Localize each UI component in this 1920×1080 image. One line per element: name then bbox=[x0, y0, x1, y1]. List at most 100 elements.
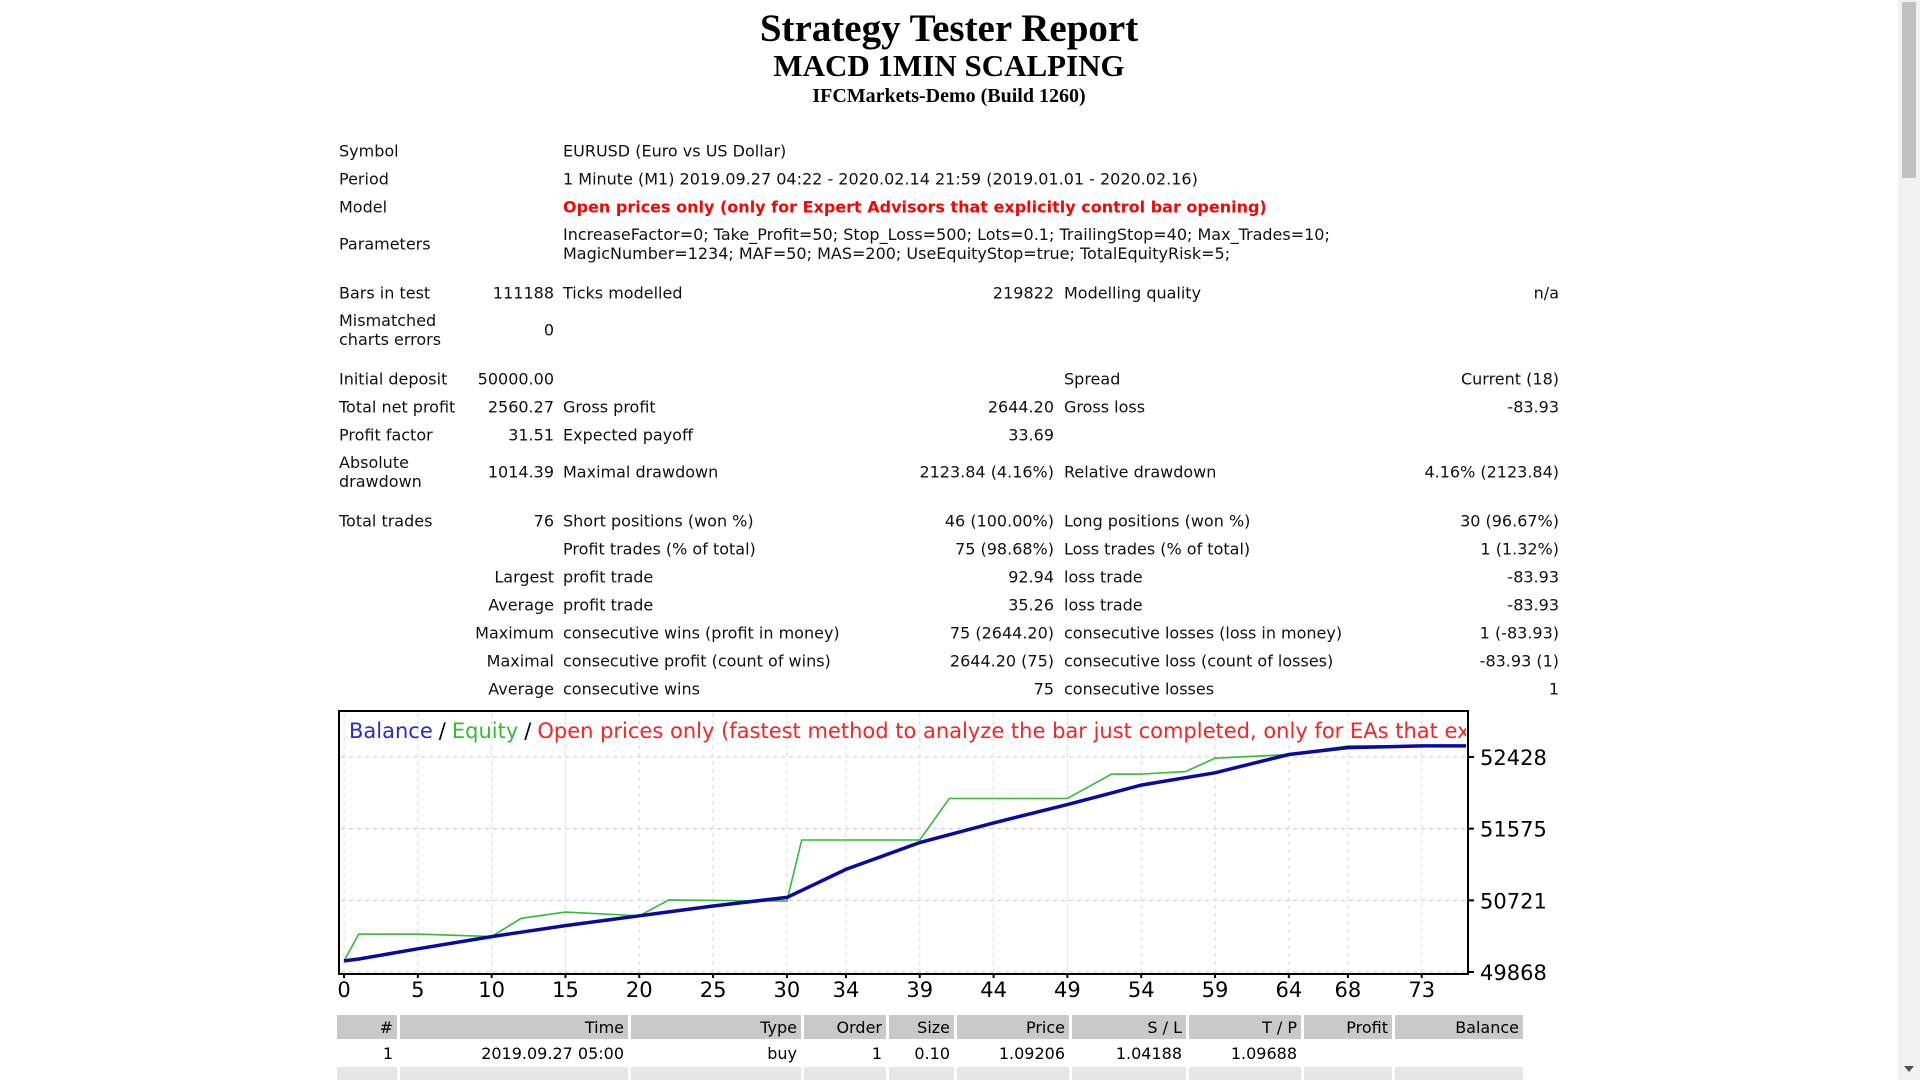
x-tick-label: 49 bbox=[1054, 978, 1081, 1002]
column-header: S / L bbox=[1072, 1015, 1186, 1039]
x-tick-label: 54 bbox=[1128, 978, 1155, 1002]
scroll-down[interactable] bbox=[1898, 1058, 1920, 1080]
trade-cell: 2019.09.27 05:00 bbox=[481, 1043, 624, 1063]
stat-label: consecutive wins (profit in money) bbox=[563, 623, 840, 643]
stat-value: 1 (-83.93) bbox=[1479, 623, 1559, 643]
stat-label: profit trade bbox=[563, 595, 654, 615]
stat-value: -83.93 bbox=[1507, 567, 1559, 587]
stat-value: 1 bbox=[1548, 679, 1559, 699]
setting-label: Model bbox=[339, 197, 388, 217]
settings: Symbol EURUSD (Euro vs US Dollar) Period 1 … bbox=[339, 137, 1559, 267]
stat-value: 46 (100.00%) bbox=[944, 511, 1054, 531]
stat-label: Bars in test bbox=[339, 283, 431, 303]
trade-cell bbox=[889, 1067, 954, 1080]
setting-value: Open prices only (only for Expert Adviso… bbox=[563, 197, 1267, 217]
setting-row: Parameters IncreaseFactor=0; Take_Profit=… bbox=[339, 221, 1559, 267]
stats-group: Bars in test 111188 Ticks modelled 219822 Mo… bbox=[339, 279, 1559, 353]
stat-label: consecutive wins bbox=[563, 679, 700, 699]
stat-label: Modelling quality bbox=[1064, 283, 1202, 303]
trade-cell bbox=[804, 1067, 886, 1080]
trade-cell bbox=[400, 1067, 628, 1080]
legend-separator: / bbox=[439, 719, 447, 743]
stat-label: Mismatched charts errors bbox=[339, 311, 442, 349]
x-tick-label: 44 bbox=[980, 978, 1007, 1002]
series-line bbox=[343, 744, 1466, 963]
trade-cell: 1 bbox=[871, 1043, 882, 1063]
stat-value: Average bbox=[488, 595, 554, 615]
setting-row: Model Open prices only (only for Expert A… bbox=[339, 193, 1559, 221]
balance-chart: 49868 50721 51575 52428 0 5 10 15 20 25 30 34 39 44 49… bbox=[337, 710, 1638, 1002]
stat-label: Maximal drawdown bbox=[563, 462, 719, 482]
trade-cell: 0.10 bbox=[914, 1043, 950, 1063]
stat-value: 2123.84 (4.16%) bbox=[919, 462, 1054, 482]
scroll-thumb[interactable] bbox=[1902, 2, 1916, 178]
column-header: Type bbox=[631, 1015, 801, 1039]
y-tick-label: 50721 bbox=[1480, 889, 1547, 913]
column-header: T / P bbox=[1189, 1015, 1301, 1039]
x-tick-label: 0 bbox=[337, 978, 350, 1002]
x-tick-label: 68 bbox=[1335, 978, 1362, 1002]
y-tick-label: 49868 bbox=[1480, 961, 1547, 985]
stat-label: consecutive loss (count of losses) bbox=[1064, 651, 1334, 671]
stat-label: loss trade bbox=[1064, 595, 1143, 615]
setting-value: 1 Minute (M1) 2019.09.27 04:22 - 2020.02… bbox=[563, 169, 1198, 189]
setting-label: Period bbox=[339, 169, 389, 189]
y-tick-label: 52428 bbox=[1480, 746, 1547, 770]
stat-value: Maximal bbox=[486, 651, 554, 671]
trade-cell: 1.09688 bbox=[1230, 1043, 1297, 1063]
trade-row: 1 2019.09.27 05:00 buy 1 0.10 1.09206 1.04188 1… bbox=[337, 1041, 1523, 1065]
column-header: Profit bbox=[1304, 1015, 1392, 1039]
stat-label: Absolute drawdown bbox=[339, 453, 422, 491]
stat-label: Loss trades (% of total) bbox=[1064, 539, 1251, 559]
stats-row: Total trades 76 Short positions (won %) 46 … bbox=[339, 507, 1559, 535]
stat-label: profit trade bbox=[563, 567, 654, 587]
column-header: Price bbox=[957, 1015, 1069, 1039]
legend-separator: / bbox=[524, 719, 532, 743]
trade-cell: 1.04188 bbox=[1115, 1043, 1182, 1063]
column-header: Size bbox=[889, 1015, 954, 1039]
stat-value: Average bbox=[488, 679, 554, 699]
stat-value: 31.51 bbox=[508, 425, 554, 445]
legend-note: Open prices only (fastest method to anal… bbox=[537, 719, 1638, 743]
stats-row: Absolute drawdown 1014.39 Maximal drawdown… bbox=[339, 449, 1559, 495]
stats-row: Average consecutive wins 75 consecutive los… bbox=[339, 675, 1559, 703]
trade-cell bbox=[1072, 1067, 1186, 1080]
stat-value: 76 bbox=[533, 511, 554, 531]
stats-row: Profit factor 31.51 Expected payoff 33.69 bbox=[339, 421, 1559, 449]
legend: Balance / Equity / Open prices only (fastest… bbox=[349, 719, 1638, 743]
legend-entry: Balance bbox=[349, 719, 433, 743]
stat-value: 1 (1.32%) bbox=[1480, 539, 1559, 559]
x-tick-label: 10 bbox=[478, 978, 505, 1002]
column-header: Order bbox=[804, 1015, 886, 1039]
setting-row: Symbol EURUSD (Euro vs US Dollar) bbox=[339, 137, 1559, 165]
trade-cell bbox=[631, 1067, 801, 1080]
trade-cell bbox=[1395, 1067, 1523, 1080]
stat-label: consecutive losses bbox=[1064, 679, 1215, 699]
stat-value: Largest bbox=[494, 567, 554, 587]
stat-value: 2644.20 bbox=[987, 397, 1054, 417]
trade-cell bbox=[1395, 1041, 1523, 1065]
server-name: IFCMarkets-Demo (Build 1260) bbox=[812, 85, 1086, 107]
stat-value: 50000.00 bbox=[477, 369, 554, 389]
x-tick-label: 73 bbox=[1408, 978, 1435, 1002]
x-tick-label: 39 bbox=[906, 978, 933, 1002]
series-line bbox=[343, 745, 1466, 962]
stats-row: Initial deposit 50000.00 Spread Current (18… bbox=[339, 365, 1559, 393]
scrollbar[interactable] bbox=[1898, 0, 1920, 1080]
trade-cell bbox=[1304, 1067, 1392, 1080]
trade-cell bbox=[1189, 1067, 1301, 1080]
x-tick-label: 34 bbox=[833, 978, 860, 1002]
stat-value: 1014.39 bbox=[487, 462, 554, 482]
x-tick-label: 64 bbox=[1275, 978, 1302, 1002]
stat-value: 33.69 bbox=[1008, 425, 1054, 445]
stat-value: -83.93 (1) bbox=[1479, 651, 1559, 671]
stat-label: Total trades bbox=[339, 511, 433, 531]
stat-value: -83.93 bbox=[1507, 595, 1559, 615]
x-tick-label: 59 bbox=[1202, 978, 1229, 1002]
stat-value: 0 bbox=[543, 320, 554, 340]
stat-label: Short positions (won %) bbox=[563, 511, 754, 531]
stat-value: 219822 bbox=[992, 283, 1054, 303]
x-tick-label: 25 bbox=[700, 978, 727, 1002]
